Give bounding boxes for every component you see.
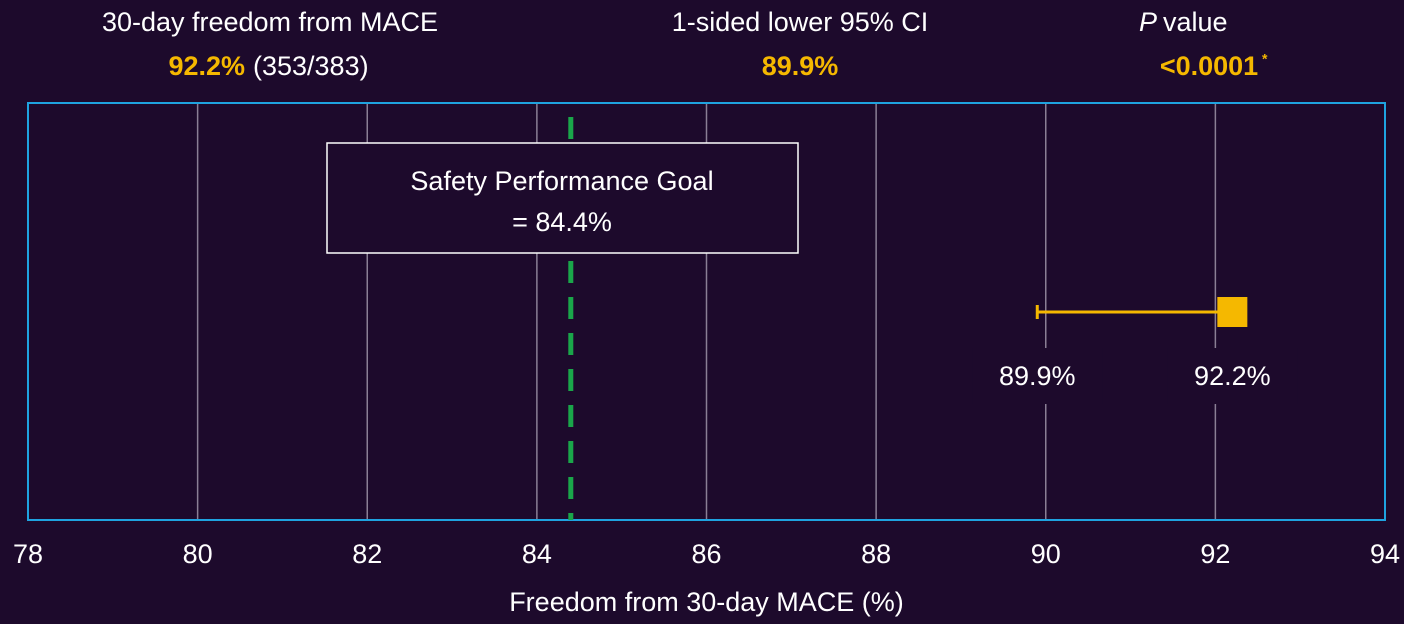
label-backdrop (972, 348, 1103, 404)
stat-value: 92.2% (168, 51, 245, 81)
x-tick-label: 84 (522, 539, 552, 569)
footnote-mark: * (1262, 51, 1268, 67)
goal-label: Safety Performance Goal (410, 166, 713, 196)
x-tick-label: 82 (352, 539, 382, 569)
x-tick-label: 86 (691, 539, 721, 569)
stat-value: <0.0001 (1160, 51, 1258, 81)
goal-value-label: = 84.4% (512, 207, 612, 237)
stat-detail: (353/383) (253, 51, 369, 81)
x-axis-label: Freedom from 30-day MACE (%) (509, 587, 904, 617)
estimate-marker (1217, 297, 1248, 327)
stat-label: 1-sided lower 95% CI (672, 7, 929, 37)
x-tick-label: 90 (1031, 539, 1061, 569)
stat-label: 30-day freedom from MACE (102, 7, 438, 37)
x-tick-label: 94 (1370, 539, 1400, 569)
plot-frame (27, 102, 1386, 521)
estimate-label: 92.2% (1194, 361, 1271, 391)
stat-value: 89.9% (762, 51, 839, 81)
goal-box (326, 142, 799, 254)
x-tick-label: 80 (183, 539, 213, 569)
stat-label: value (1163, 7, 1228, 37)
x-tick-label: 78 (13, 539, 43, 569)
ci-lower-label: 89.9% (999, 361, 1076, 391)
x-tick-label: 88 (861, 539, 891, 569)
label-backdrop (1167, 348, 1298, 404)
x-tick-label: 92 (1200, 539, 1230, 569)
stat-label-italic: P (1139, 7, 1157, 37)
